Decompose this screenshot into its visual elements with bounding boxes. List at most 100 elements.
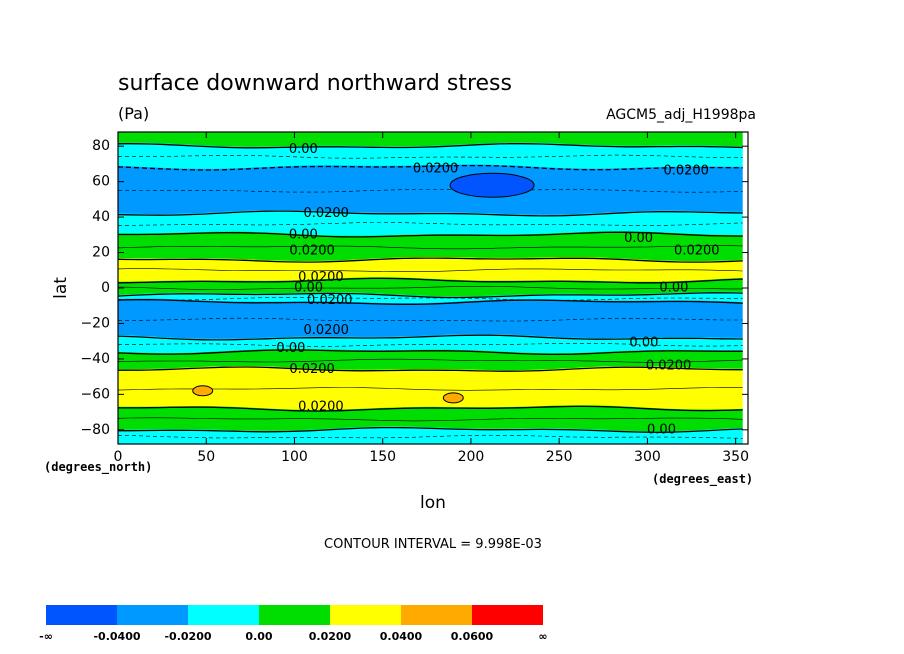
contour-label-0: 0.00 xyxy=(289,142,318,157)
colorbar-label-6: 0.0600 xyxy=(451,630,494,643)
contour-line-12 xyxy=(118,405,743,412)
y-axis: 80 60 40 20 0 −20 −40 −60 −80 xyxy=(80,138,748,438)
chart-title: surface downward northward stress xyxy=(118,71,512,96)
contour-label-4: 0.00 xyxy=(289,227,318,242)
min-blob-60N xyxy=(449,172,535,198)
contour-label-14: 0.00 xyxy=(629,336,658,351)
band-green-0 xyxy=(118,132,743,149)
contour-label-18: 0.00 xyxy=(647,422,676,437)
band-green-10 xyxy=(118,348,743,373)
y-tick-label--60: −60 xyxy=(80,386,110,402)
colorbar-label-0: -∞ xyxy=(39,630,53,643)
contour-subline-7 xyxy=(118,297,743,301)
contour-label-1: 0.0200 xyxy=(413,162,459,177)
y-tick-label-20: 20 xyxy=(92,245,110,261)
contour-label-7: 0.0200 xyxy=(674,243,720,258)
contour-label-9: 0.00 xyxy=(294,281,323,296)
contour-line-9 xyxy=(118,334,743,341)
contour-line-7 xyxy=(118,292,743,299)
x-tick-label-0: 0 xyxy=(114,449,123,465)
units-label: (Pa) xyxy=(118,104,149,123)
colorbar-swatch-6 xyxy=(472,605,543,625)
colorbar-label-3: 0.00 xyxy=(245,630,272,643)
max-blob-60S-b xyxy=(192,385,214,397)
contour-subline-8 xyxy=(118,317,743,322)
contour-subline-2 xyxy=(118,189,743,193)
contour-label-16: 0.0200 xyxy=(646,359,692,374)
band-cyan-1 xyxy=(118,142,743,172)
band-green-4 xyxy=(118,231,743,264)
y-axis-title: lat xyxy=(51,277,71,299)
colorbar-swatch-0 xyxy=(46,605,117,625)
contour-subline-4 xyxy=(118,245,743,250)
contour-label-2: 0.0200 xyxy=(663,164,709,179)
x-tick-label-250: 250 xyxy=(546,449,573,465)
y-tick-label-40: 40 xyxy=(92,209,110,225)
contour-subline-12 xyxy=(118,417,743,422)
contour-line-5 xyxy=(118,257,743,263)
y-tick-label-0: 0 xyxy=(101,280,110,296)
x-tick-label-300: 300 xyxy=(634,449,661,465)
contour-line-10 xyxy=(118,349,743,356)
contour-line-11 xyxy=(118,366,743,372)
band-yellow-5 xyxy=(118,257,743,284)
contour-label-13: 0.00 xyxy=(276,341,305,356)
x-tick-label-200: 200 xyxy=(458,449,485,465)
colorbar-swatch-2 xyxy=(188,605,259,625)
contour-line-1 xyxy=(118,143,743,149)
x-tick-label-350: 350 xyxy=(722,449,749,465)
contour-interval: CONTOUR INTERVAL = 9.998E-03 xyxy=(324,537,542,552)
contour-label-5: 0.00 xyxy=(624,231,653,246)
colorbar: -∞ -0.0400 -0.0200 0.00 0.0200 0.0400 0.0600 ∞ xyxy=(39,605,548,643)
colorbar-swatch-4 xyxy=(330,605,401,625)
contour-line-13 xyxy=(118,426,743,433)
dataset-label: AGCM5_adj_H1998pa xyxy=(606,107,756,123)
contour-subline-3 xyxy=(118,222,743,226)
contour-label-15: 0.0200 xyxy=(289,362,335,377)
contour-subline-9 xyxy=(118,343,743,347)
contour-label-8: 0.0200 xyxy=(298,270,344,285)
colorbar-label-5: 0.0400 xyxy=(380,630,423,643)
contour-subline-6 xyxy=(118,286,743,290)
contour-line-3 xyxy=(118,210,743,217)
contour-subline-1 xyxy=(118,154,743,159)
contour-label-12: 0.0200 xyxy=(303,323,349,338)
contour-line-4 xyxy=(118,231,743,238)
colorbar-label-4: 0.0200 xyxy=(309,630,352,643)
contour-label-10: 0.00 xyxy=(659,281,688,296)
band-blue-2 xyxy=(118,164,743,217)
y-tick-label-80: 80 xyxy=(92,138,110,154)
band-blue-8 xyxy=(118,298,743,341)
colorbar-label-2: -0.0200 xyxy=(164,630,211,643)
x-units-label: (degrees_east) xyxy=(652,472,753,487)
contour-subline-5 xyxy=(118,268,743,272)
colorbar-label-1: -0.0400 xyxy=(93,630,140,643)
contour-label-6: 0.0200 xyxy=(289,243,335,258)
colorbar-swatch-5 xyxy=(401,605,472,625)
x-axis: 0 50 100 150 200 250 300 350 xyxy=(114,132,749,465)
band-cyan-3 xyxy=(118,210,743,238)
contour-label-11: 0.0200 xyxy=(307,293,353,308)
contour-subline-10 xyxy=(118,358,743,363)
contour-label-3: 0.0200 xyxy=(303,206,349,221)
x-axis-title: lon xyxy=(420,493,446,513)
y-tick-label-60: 60 xyxy=(92,174,110,190)
y-tick-label--20: −20 xyxy=(80,315,110,331)
x-tick-label-100: 100 xyxy=(281,449,308,465)
y-tick-label--40: −40 xyxy=(80,351,110,367)
contour-line-6 xyxy=(118,277,743,284)
x-tick-label-50: 50 xyxy=(197,449,215,465)
band-green-12 xyxy=(118,405,743,434)
contour-label-17: 0.0200 xyxy=(298,399,344,414)
colorbar-swatch-3 xyxy=(259,605,330,625)
y-tick-label--80: −80 xyxy=(80,422,110,438)
contour-subline-13 xyxy=(118,434,743,439)
band-yellow-11 xyxy=(118,366,743,413)
y-units-label: (degrees_north) xyxy=(44,460,152,475)
colorbar-swatch-1 xyxy=(117,605,188,625)
contour-line-2 xyxy=(118,164,743,171)
contour-line-8 xyxy=(118,299,743,305)
contour-subline-11 xyxy=(118,386,743,391)
